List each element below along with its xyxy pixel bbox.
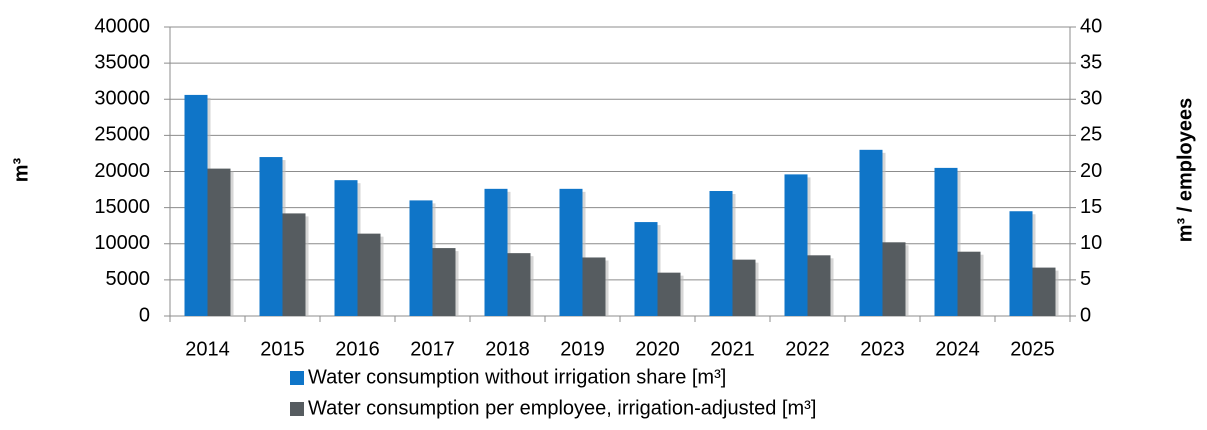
y-tick-label: 5000 bbox=[106, 268, 151, 290]
y-tick-label: 0 bbox=[139, 304, 150, 326]
bar bbox=[934, 167, 958, 316]
y-tick-label: 20000 bbox=[94, 160, 150, 182]
x-tick-label: 2022 bbox=[785, 338, 830, 360]
y2-tick-label: 35 bbox=[1080, 51, 1102, 73]
x-tick-label: 2018 bbox=[485, 338, 530, 360]
bar bbox=[207, 168, 231, 316]
x-tick-label: 2014 bbox=[185, 338, 230, 360]
y2-tick-label: 25 bbox=[1080, 124, 1102, 146]
y2-tick-label: 5 bbox=[1080, 268, 1091, 290]
x-tick-label: 2023 bbox=[860, 338, 905, 360]
bar bbox=[582, 257, 606, 316]
y-tick-label: 25000 bbox=[94, 124, 150, 146]
y2-tick-label: 20 bbox=[1080, 160, 1102, 182]
bar bbox=[657, 272, 681, 316]
legend-label: Water consumption per employee, irrigati… bbox=[308, 397, 816, 419]
x-tick-label: 2015 bbox=[260, 338, 305, 360]
y-tick-label: 15000 bbox=[94, 196, 150, 218]
y-axis-title: m³ bbox=[10, 157, 32, 182]
bar bbox=[1009, 211, 1033, 316]
y-tick-label: 10000 bbox=[94, 232, 150, 254]
bar bbox=[484, 188, 508, 316]
bar bbox=[432, 248, 456, 316]
bar bbox=[259, 157, 283, 316]
legend-swatch bbox=[290, 402, 304, 416]
y2-tick-label: 40 bbox=[1080, 15, 1102, 37]
x-tick-label: 2016 bbox=[335, 338, 380, 360]
bar bbox=[732, 259, 756, 316]
bar bbox=[634, 222, 658, 316]
y2-tick-label: 30 bbox=[1080, 88, 1102, 110]
bar bbox=[282, 213, 306, 316]
y2-axis-title: m³ / employees bbox=[1174, 98, 1196, 243]
bar bbox=[357, 233, 381, 316]
x-tick-label: 2021 bbox=[710, 338, 755, 360]
y-tick-label: 40000 bbox=[94, 15, 150, 37]
bar bbox=[507, 253, 531, 316]
x-tick-label: 2020 bbox=[635, 338, 680, 360]
bar bbox=[709, 191, 733, 316]
y2-tick-label: 15 bbox=[1080, 196, 1102, 218]
bar bbox=[559, 188, 583, 316]
bar bbox=[807, 255, 831, 316]
bar bbox=[784, 174, 808, 316]
x-tick-label: 2025 bbox=[1010, 338, 1055, 360]
x-tick-label: 2017 bbox=[410, 338, 455, 360]
y-tick-label: 35000 bbox=[94, 51, 150, 73]
bar bbox=[882, 242, 906, 316]
bar bbox=[1032, 267, 1056, 316]
legend-swatch bbox=[290, 371, 304, 385]
legend-label: Water consumption without irrigation sha… bbox=[308, 366, 726, 388]
x-tick-label: 2019 bbox=[560, 338, 605, 360]
bar bbox=[409, 200, 433, 316]
y-tick-label: 30000 bbox=[94, 88, 150, 110]
y2-tick-label: 10 bbox=[1080, 232, 1102, 254]
bar bbox=[184, 94, 208, 316]
bar bbox=[957, 251, 981, 316]
bar bbox=[859, 149, 883, 316]
y2-tick-label: 0 bbox=[1080, 304, 1091, 326]
bar bbox=[334, 180, 358, 316]
x-tick-label: 2024 bbox=[935, 338, 980, 360]
